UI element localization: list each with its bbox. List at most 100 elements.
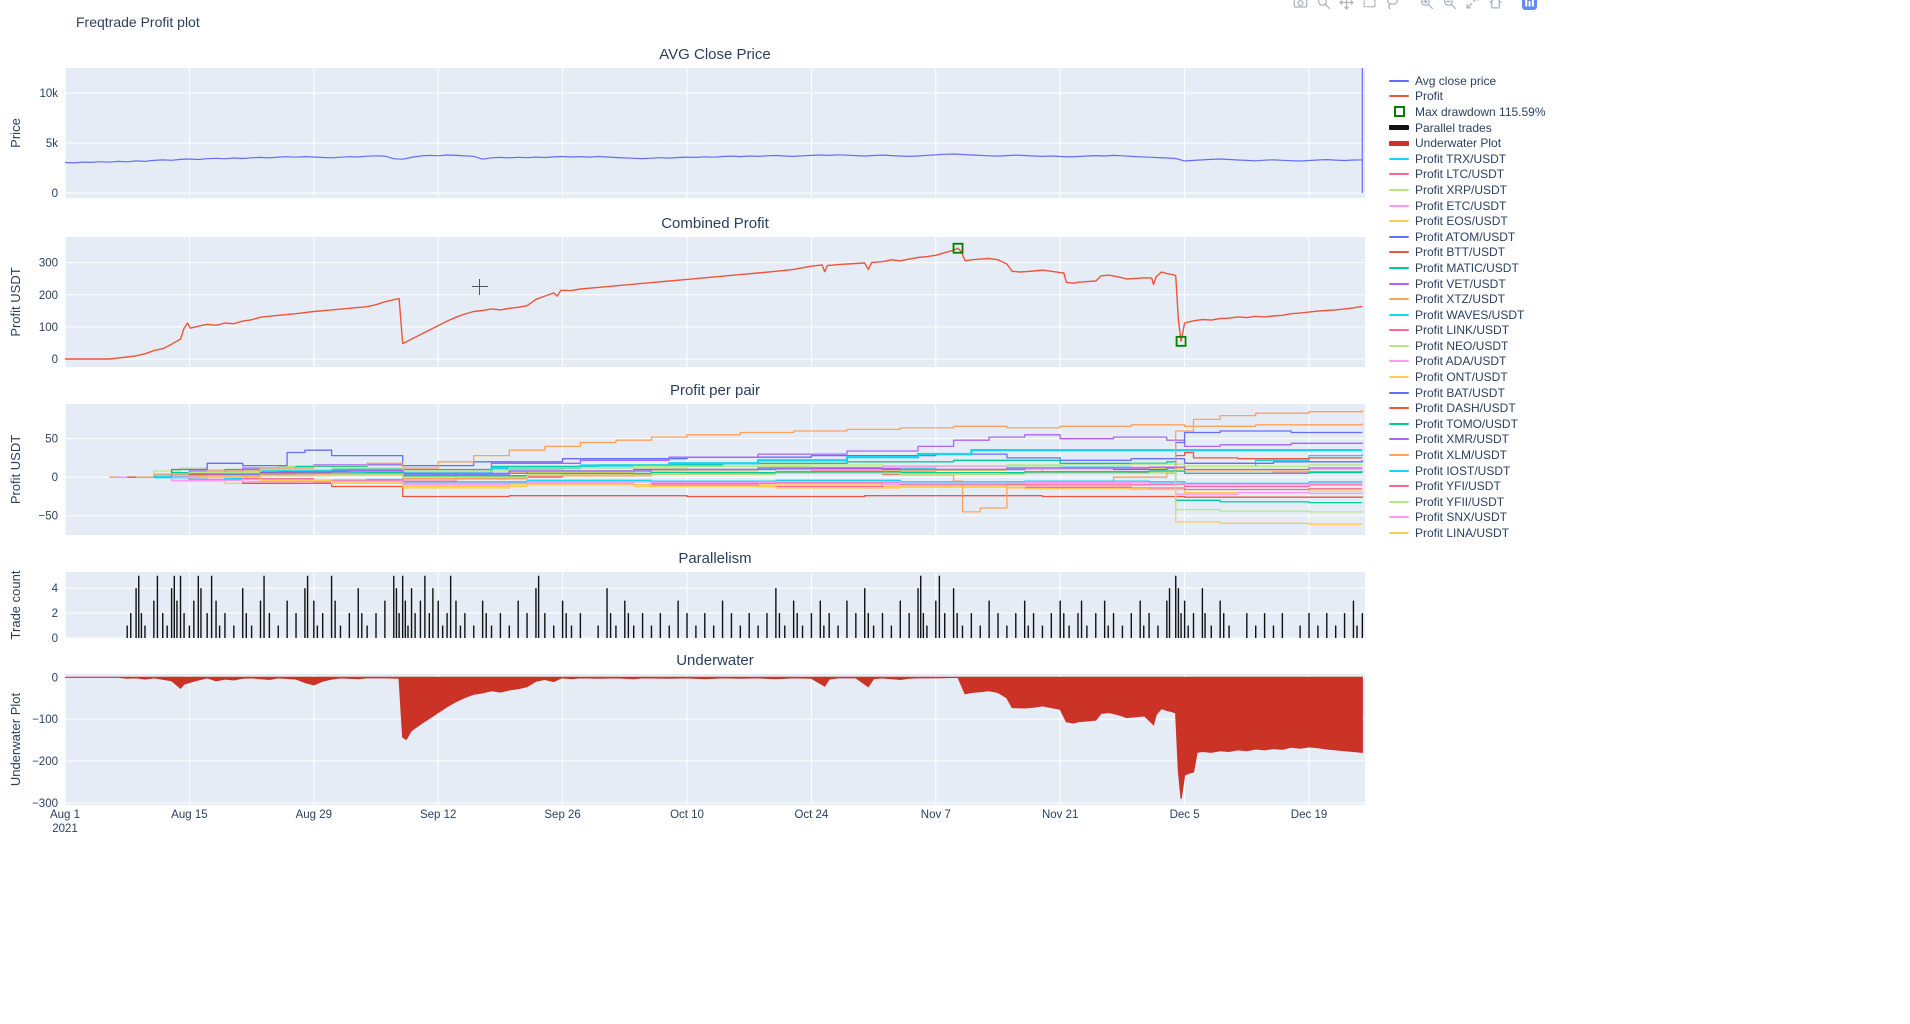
y-tick-label: −200 xyxy=(32,756,58,768)
legend-swatch-glyph xyxy=(1389,532,1409,535)
x-tick-label: Oct 10 xyxy=(670,809,704,821)
legend-item[interactable]: Parallel trades xyxy=(1388,120,1546,136)
x-tick-label: Sep 26 xyxy=(544,809,580,821)
legend-item[interactable]: Profit BAT/USDT xyxy=(1388,385,1546,401)
zoom-icon[interactable] xyxy=(1314,0,1332,11)
legend-swatch-glyph xyxy=(1389,407,1409,410)
legend-item[interactable]: Profit XRP/USDT xyxy=(1388,182,1546,198)
plot-drag-area-profit[interactable] xyxy=(65,237,1365,367)
legend-item[interactable]: Profit YFII/USDT xyxy=(1388,494,1546,510)
legend-item[interactable]: Profit BTT/USDT xyxy=(1388,245,1546,261)
legend-item[interactable]: Profit TRX/USDT xyxy=(1388,151,1546,167)
legend-line-swatch xyxy=(1388,500,1410,503)
y-tick-label: 10k xyxy=(39,88,58,100)
legend-item[interactable]: Profit TOMO/USDT xyxy=(1388,416,1546,432)
pan-icon[interactable] xyxy=(1337,0,1355,11)
zoom-out-icon[interactable] xyxy=(1440,0,1458,11)
legend-line-swatch xyxy=(1388,532,1410,535)
legend-item[interactable]: Profit WAVES/USDT xyxy=(1388,307,1546,323)
subplot-title: Parallelism xyxy=(678,550,751,567)
legend-label: Parallel trades xyxy=(1415,120,1492,135)
legend-line-swatch xyxy=(1388,422,1410,425)
legend-label: Profit ETC/USDT xyxy=(1415,198,1507,213)
legend-label: Profit TOMO/USDT xyxy=(1415,416,1518,431)
legend-swatch-glyph xyxy=(1389,282,1409,285)
legend-line-swatch xyxy=(1388,454,1410,457)
reset-axes-icon[interactable] xyxy=(1486,0,1504,11)
legend-item[interactable]: Profit LTC/USDT xyxy=(1388,167,1546,183)
legend-line-swatch xyxy=(1388,79,1410,82)
legend-swatch-glyph xyxy=(1389,220,1409,223)
legend-label: Profit VET/USDT xyxy=(1415,276,1506,291)
legend-label: Profit MATIC/USDT xyxy=(1415,260,1519,275)
legend-line-swatch xyxy=(1388,313,1410,316)
legend-item[interactable]: Profit ADA/USDT xyxy=(1388,354,1546,370)
lasso-select-icon[interactable] xyxy=(1383,0,1401,11)
legend-swatch-glyph xyxy=(1389,251,1409,254)
legend-item[interactable]: Profit XMR/USDT xyxy=(1388,432,1546,448)
series-pairs xyxy=(109,410,1363,525)
x-axis-tick-labels: Aug 1 2021 Aug 15 Aug 29 Sep 12 Sep 26 Oct 10 O… xyxy=(50,809,1327,835)
legend-swatch-glyph xyxy=(1389,469,1409,472)
legend-item[interactable]: Max drawdown 115.59% xyxy=(1388,104,1546,120)
y-axis-title: Price xyxy=(8,118,23,148)
plot-drag-area-price[interactable] xyxy=(65,68,1365,198)
legend-label: Profit xyxy=(1415,89,1444,104)
pan-glyph xyxy=(1338,0,1354,10)
legend-item[interactable]: Profit ONT/USDT xyxy=(1388,369,1546,385)
legend-item[interactable]: Profit ETC/USDT xyxy=(1388,198,1546,214)
legend-line-swatch xyxy=(1388,485,1410,488)
legend-item[interactable]: Profit EOS/USDT xyxy=(1388,213,1546,229)
legend-item[interactable]: Profit MATIC/USDT xyxy=(1388,260,1546,276)
legend-label: Underwater Plot xyxy=(1415,136,1502,151)
legend-swatch-glyph xyxy=(1389,422,1409,425)
legend-swatch-glyph xyxy=(1389,173,1409,176)
subplot-title: AVG Close Price xyxy=(659,46,770,63)
camera-icon[interactable] xyxy=(1291,0,1309,11)
zoom-in-icon[interactable] xyxy=(1417,0,1435,11)
legend-item[interactable]: Profit VET/USDT xyxy=(1388,276,1546,292)
legend-swatch-glyph xyxy=(1389,235,1409,238)
legend-swatch-glyph xyxy=(1389,360,1409,363)
legend-swatch-glyph xyxy=(1389,329,1409,332)
legend-item[interactable]: Profit xyxy=(1388,89,1546,105)
legend-item[interactable]: Profit IOST/USDT xyxy=(1388,463,1546,479)
legend-item[interactable]: Profit ATOM/USDT xyxy=(1388,229,1546,245)
y-tick-label: 50 xyxy=(45,434,58,446)
plot-drag-area-parallel[interactable] xyxy=(65,572,1365,638)
legend-swatch-glyph xyxy=(1389,204,1409,207)
legend-item[interactable]: Profit DASH/USDT xyxy=(1388,400,1546,416)
legend-item[interactable]: Profit XLM/USDT xyxy=(1388,447,1546,463)
plotly-logo-glyph xyxy=(1521,0,1537,10)
legend-swatch-glyph xyxy=(1389,125,1409,131)
legend-swatch-glyph xyxy=(1389,266,1409,269)
legend-swatch-glyph xyxy=(1389,485,1409,488)
legend-item[interactable]: Avg close price xyxy=(1388,73,1546,89)
max-drawdown-marker-swatch xyxy=(1388,106,1410,118)
legend-item[interactable]: Profit LINK/USDT xyxy=(1388,323,1546,339)
series-profit xyxy=(65,242,1363,360)
zoom-in-glyph xyxy=(1420,0,1433,9)
legend-item[interactable]: Profit LINA/USDT xyxy=(1388,525,1546,541)
legend-swatch-glyph xyxy=(1389,376,1409,379)
legend-line-swatch xyxy=(1388,95,1410,98)
legend-label: Profit EOS/USDT xyxy=(1415,214,1508,229)
plotly-modebar xyxy=(1291,0,1538,11)
plotly-logo-icon[interactable] xyxy=(1520,0,1538,11)
legend-line-swatch xyxy=(1388,220,1410,223)
y-tick-label: 300 xyxy=(39,258,58,270)
y-axis-title: Underwater Plot xyxy=(8,693,23,787)
legend-item[interactable]: Profit NEO/USDT xyxy=(1388,338,1546,354)
reset-axes-glyph xyxy=(1489,0,1501,8)
legend-label: Profit IOST/USDT xyxy=(1415,463,1511,478)
legend-item[interactable]: Profit YFI/USDT xyxy=(1388,478,1546,494)
legend-line-swatch xyxy=(1388,188,1410,191)
box-select-icon[interactable] xyxy=(1360,0,1378,11)
autoscale-icon[interactable] xyxy=(1463,0,1481,11)
legend-label: Profit ADA/USDT xyxy=(1415,354,1507,369)
legend-label: Profit XLM/USDT xyxy=(1415,448,1508,463)
legend-item[interactable]: Profit SNX/USDT xyxy=(1388,510,1546,526)
legend-item[interactable]: Profit XTZ/USDT xyxy=(1388,291,1546,307)
legend-swatch-glyph xyxy=(1389,500,1409,503)
legend-item[interactable]: Underwater Plot xyxy=(1388,135,1546,151)
